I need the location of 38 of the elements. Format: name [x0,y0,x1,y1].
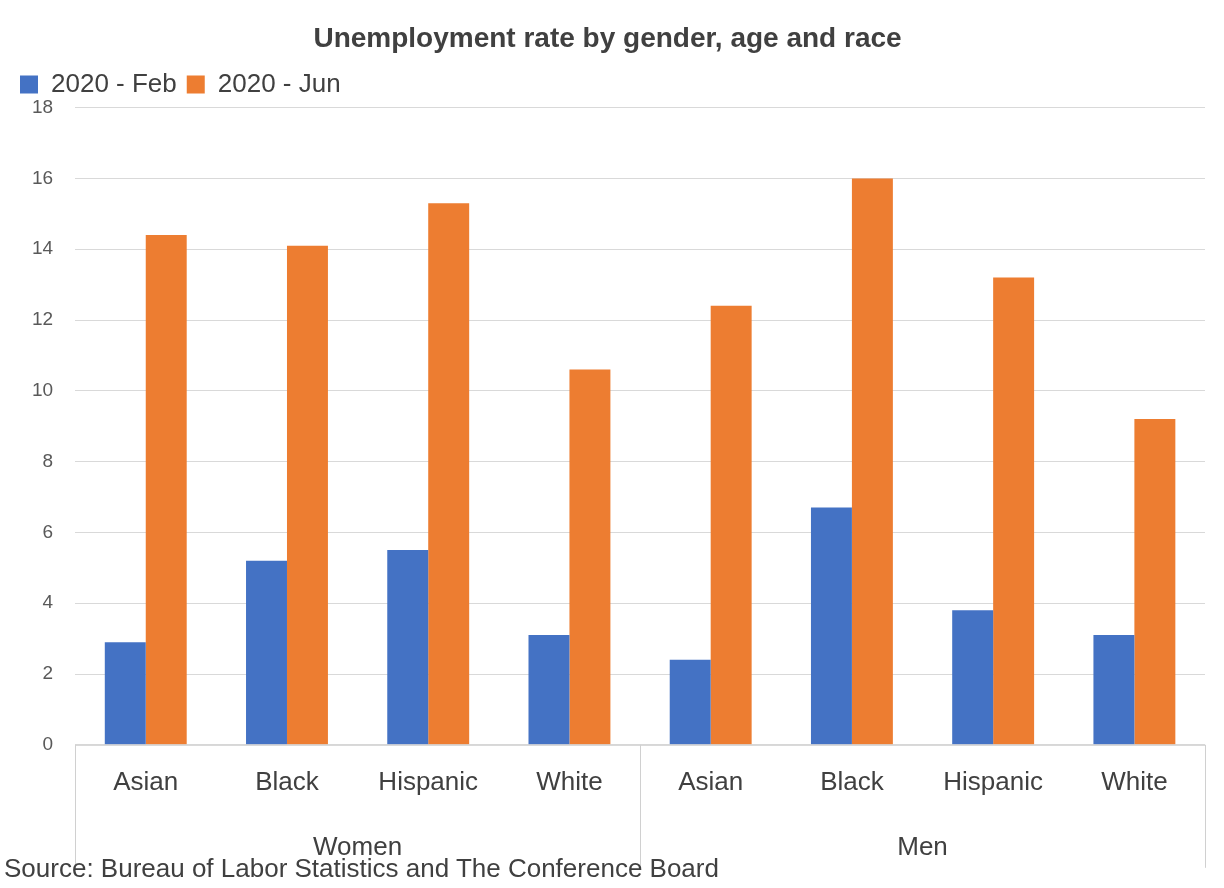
bar [1093,635,1135,745]
x-tick-label: White [536,765,603,796]
bar [246,560,287,745]
bar [669,659,711,745]
x-tick-label: Black [255,765,320,796]
bar [993,277,1035,745]
x-tick-label: White [1101,765,1168,796]
bar [569,369,611,745]
bar [810,507,852,745]
legend-label: 2020 - Feb [51,67,177,98]
x-tick-label: Hispanic [378,765,479,796]
bar [710,305,752,745]
bar [851,178,893,745]
y-tick-label: 12 [31,308,54,330]
y-tick-label: 4 [42,591,54,613]
bar [104,642,146,745]
bar [1134,419,1176,745]
y-tick-label: 14 [31,237,54,259]
y-tick-label: 6 [42,520,54,542]
bar [145,235,187,745]
x-tick-label: Black [820,765,885,796]
x-tick-label: Asian [113,765,179,796]
chart-title: Unemployment rate by gender, age and race [313,21,902,53]
y-tick-label: 8 [42,449,54,471]
x-tick-label: Asian [678,765,744,796]
bar [952,610,994,745]
x-tick-label: Hispanic [943,765,1044,796]
y-tick-label: 0 [42,733,54,755]
text: Men [897,830,948,861]
bar [387,550,429,745]
y-tick-label: 16 [31,166,54,188]
legend-label: 2020 - Jun [217,67,341,98]
bar [286,245,328,745]
bar [528,635,570,745]
y-tick-label: 18 [31,95,54,117]
bar [428,203,470,745]
y-tick-label: 10 [31,379,54,401]
y-tick-label: 2 [42,662,54,684]
